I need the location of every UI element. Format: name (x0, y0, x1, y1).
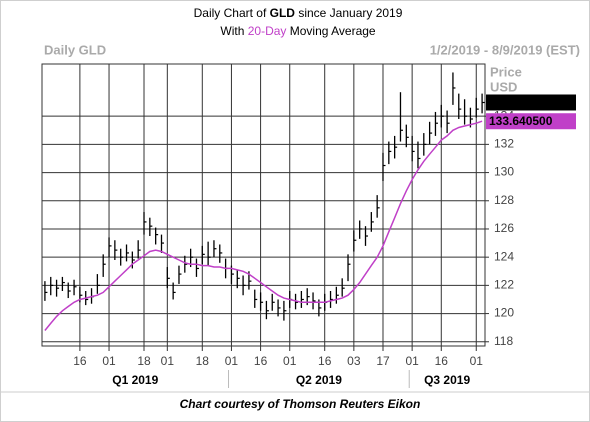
last-value-label: 134.970000 (489, 95, 553, 109)
header-right: 1/2/2019 - 8/9/2019 (EST) (430, 42, 580, 57)
last-value-label: 133.640500 (489, 114, 553, 128)
title-part: Daily Chart of (194, 6, 270, 20)
x-tick-label: 16 (435, 354, 449, 368)
last-value-box (486, 94, 576, 111)
y-tick-label: 132 (494, 137, 514, 151)
x-tick-label: 18 (137, 354, 151, 368)
x-tick-label: 01 (225, 354, 239, 368)
subtitle-part: 20-Day (248, 24, 287, 38)
last-value-box (486, 113, 576, 130)
chart-title: Daily Chart of GLD since January 2019 (194, 6, 403, 20)
quarter-label: Q1 2019 (112, 373, 158, 387)
title-part: GLD (270, 6, 296, 20)
x-tick-label: 16 (318, 354, 332, 368)
y-tick-label: 130 (494, 165, 514, 179)
y-tick-label: 118 (494, 334, 513, 348)
subtitle-part: Moving Average (286, 24, 375, 38)
chart-subtitle: With 20-Day Moving Average (220, 24, 376, 38)
axis-label: USD (490, 79, 517, 94)
y-tick-label: 126 (494, 221, 514, 235)
x-tick-label: 17 (376, 354, 390, 368)
x-tick-label: 03 (347, 354, 361, 368)
subtitle-part: With (220, 24, 247, 38)
quarter-label: Q3 2019 (424, 373, 470, 387)
x-tick-label: 01 (405, 354, 419, 368)
x-tick-label: 16 (73, 354, 87, 368)
x-tick-label: 01 (283, 354, 297, 368)
y-tick-label: 128 (494, 193, 514, 207)
y-tick-label: 122 (494, 278, 514, 292)
moving-average-line (44, 120, 483, 331)
y-tick-label: 124 (494, 249, 514, 263)
header-left: Daily GLD (44, 42, 106, 57)
x-tick-label: 01 (470, 354, 484, 368)
footer: Chart courtesy of Thomson Reuters Eikon (180, 397, 421, 411)
title-part: since January 2019 (295, 6, 403, 20)
x-tick-label: 01 (161, 354, 175, 368)
plot-border (41, 63, 486, 347)
x-tick-label: 16 (254, 354, 268, 368)
axis-label: Price (490, 64, 522, 79)
x-tick-label: 18 (196, 354, 210, 368)
y-tick-label: 120 (494, 306, 514, 320)
quarter-label: Q2 2019 (296, 373, 342, 387)
x-tick-label: 01 (102, 354, 116, 368)
